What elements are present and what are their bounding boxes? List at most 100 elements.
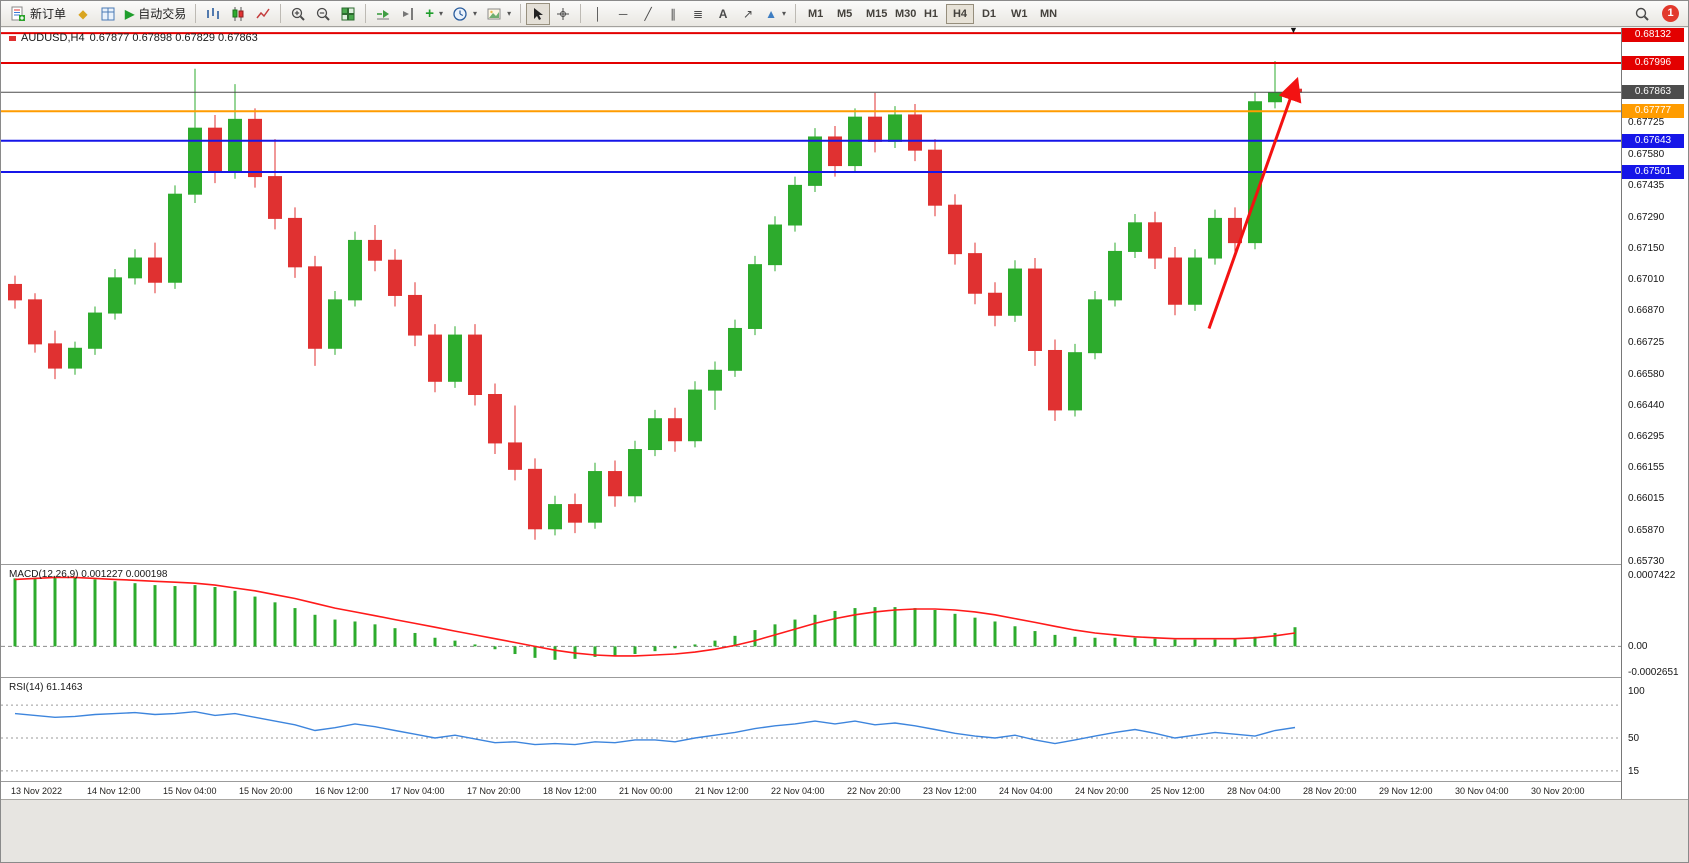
price-tick-label: 0.65730 xyxy=(1628,555,1665,567)
bar-chart-icon xyxy=(207,7,220,19)
macd-axis-label: 0.0007422 xyxy=(1628,570,1676,582)
metaeditor-icon: ◆ xyxy=(78,6,88,21)
shapes-tool-button[interactable]: ▲ ▾ xyxy=(761,3,790,25)
chevron-down-icon: ▾ xyxy=(781,8,786,18)
chevron-down-icon: ▾ xyxy=(473,8,478,18)
timeframe-button-m30[interactable]: M30 xyxy=(888,4,916,24)
panel-divider[interactable] xyxy=(1,677,1688,678)
toolbar-separator xyxy=(195,4,197,23)
time-label: 17 Nov 04:00 xyxy=(391,786,445,796)
horizontal-line-tool-button[interactable]: ─ xyxy=(611,3,635,25)
market-watch-button[interactable] xyxy=(96,3,120,25)
chart-window: AUDUSD,H4 0.67877 0.67898 0.67829 0.6786… xyxy=(1,25,1688,799)
auto-scroll-icon xyxy=(377,9,390,19)
macd-signal-line xyxy=(14,576,1296,657)
chart-shift-button[interactable] xyxy=(396,3,420,25)
time-label: 28 Nov 04:00 xyxy=(1227,786,1281,796)
arrows-tool-button[interactable]: ↗ xyxy=(736,3,760,25)
timeframe-button-h4[interactable]: H4 xyxy=(945,3,974,24)
rsi-axis-label: 15 xyxy=(1628,765,1640,777)
market-watch-icon xyxy=(101,7,115,20)
periods-button[interactable]: ▾ xyxy=(448,3,481,25)
price-badge: 0.67777 xyxy=(1622,104,1684,119)
trendline-tool-button[interactable]: ╱ xyxy=(636,3,660,25)
rsi-name: RSI(14) xyxy=(9,682,44,693)
price-tick-label: 0.67435 xyxy=(1628,180,1665,192)
zoom-in-button[interactable] xyxy=(286,3,310,25)
timeframe-button-m1[interactable]: M1 xyxy=(801,4,829,24)
vertical-line-tool-button[interactable]: │ xyxy=(586,3,610,25)
chart-shift-marker-icon[interactable]: ▼ xyxy=(1289,25,1298,35)
indicators-plus-icon: + xyxy=(425,4,435,22)
metaeditor-button[interactable]: ◆ xyxy=(71,3,95,25)
macd-histogram xyxy=(13,576,1297,660)
timeframe-button-d1[interactable]: D1 xyxy=(975,4,1003,24)
timeframe-button-h1[interactable]: H1 xyxy=(917,4,945,24)
toolbar-right-group: 1 xyxy=(1630,3,1685,25)
toolbar-separator xyxy=(580,4,582,23)
horizontal-line-icon: ─ xyxy=(618,6,628,21)
price-badge: 0.67996 xyxy=(1622,55,1684,70)
bar-chart-button[interactable] xyxy=(201,3,225,25)
macd-indicator-panel[interactable] xyxy=(1,565,1621,677)
chevron-down-icon: ▾ xyxy=(439,8,444,18)
shapes-tool-icon: ▲ xyxy=(765,6,777,21)
new-order-button[interactable]: 新订单 xyxy=(6,3,70,25)
timeframe-button-m15[interactable]: M15 xyxy=(859,4,887,24)
cursor-arrow-icon xyxy=(534,7,544,20)
candlestick-chart-button[interactable] xyxy=(226,3,250,25)
timeframe-button-m5[interactable]: M5 xyxy=(830,4,858,24)
auto-scroll-button[interactable] xyxy=(371,3,395,25)
macd-axis-label: 0.00 xyxy=(1628,641,1648,653)
trend-arrow-annotation[interactable] xyxy=(1207,76,1302,329)
template-image-icon xyxy=(487,8,501,19)
crosshair-button[interactable] xyxy=(551,3,575,25)
timeframe-group: M1 M5 M15 M30 H1 H4 D1 W1 MN xyxy=(801,3,1061,24)
panel-divider xyxy=(1,781,1688,782)
tile-windows-icon xyxy=(341,7,355,20)
rsi-indicator-panel[interactable] xyxy=(1,678,1621,781)
main-toolbar: 新订单 ◆ ▶ 自动交易 xyxy=(1,1,1688,27)
channel-tool-button[interactable]: ∥ xyxy=(661,3,685,25)
cursor-button[interactable] xyxy=(526,2,551,25)
search-button[interactable] xyxy=(1630,3,1654,25)
indicators-button[interactable]: + ▾ xyxy=(421,3,447,25)
time-axis[interactable]: 13 Nov 2022 14 Nov 12:00 15 Nov 04:00 15 No… xyxy=(1,782,1621,799)
price-tick-label: 0.67010 xyxy=(1628,274,1665,286)
zoom-out-button[interactable] xyxy=(311,3,335,25)
price-axis[interactable]: 0.67725 0.67580 0.67435 0.67290 0.67150 0.670… xyxy=(1621,28,1688,799)
price-tick-label: 0.65870 xyxy=(1628,524,1665,536)
chart-title: AUDUSD,H4 0.67877 0.67898 0.67829 0.6786… xyxy=(9,32,258,44)
text-tool-icon: A xyxy=(718,6,728,21)
auto-trading-button[interactable]: ▶ 自动交易 xyxy=(121,3,190,25)
rsi-label: RSI(14) 61.1463 xyxy=(9,682,82,693)
rsi-value: 61.1463 xyxy=(46,682,83,693)
price-tick-label: 0.66295 xyxy=(1628,431,1665,443)
toolbar-separator xyxy=(365,4,367,23)
main-price-chart[interactable] xyxy=(1,28,1621,564)
text-tool-button[interactable]: A xyxy=(711,3,735,25)
timeframe-button-mn[interactable]: MN xyxy=(1033,4,1061,24)
notification-badge[interactable]: 1 xyxy=(1662,5,1679,22)
zoom-in-icon xyxy=(292,7,305,21)
line-chart-button[interactable] xyxy=(251,3,275,25)
fibonacci-icon: ≣ xyxy=(693,6,704,21)
time-label: 17 Nov 20:00 xyxy=(467,786,521,796)
price-tick-label: 0.66870 xyxy=(1628,304,1665,316)
time-label: 29 Nov 12:00 xyxy=(1379,786,1433,796)
price-tick-label: 0.67150 xyxy=(1628,243,1665,255)
fibonacci-tool-button[interactable]: ≣ xyxy=(686,3,710,25)
zoom-out-icon xyxy=(317,7,330,21)
panel-divider[interactable] xyxy=(1,564,1688,565)
toolbar-separator xyxy=(520,4,522,23)
tile-windows-button[interactable] xyxy=(336,3,360,25)
toolbar-separator xyxy=(280,4,282,23)
templates-button[interactable]: ▾ xyxy=(482,3,515,25)
time-label: 16 Nov 12:00 xyxy=(315,786,369,796)
rsi-axis-label: 100 xyxy=(1628,686,1645,697)
line-chart-icon xyxy=(256,8,270,18)
macd-axis-label: -0.0002651 xyxy=(1628,666,1679,678)
timeframe-button-w1[interactable]: W1 xyxy=(1004,4,1032,24)
crosshair-icon xyxy=(557,7,570,20)
price-tick-label: 0.67725 xyxy=(1628,116,1665,128)
